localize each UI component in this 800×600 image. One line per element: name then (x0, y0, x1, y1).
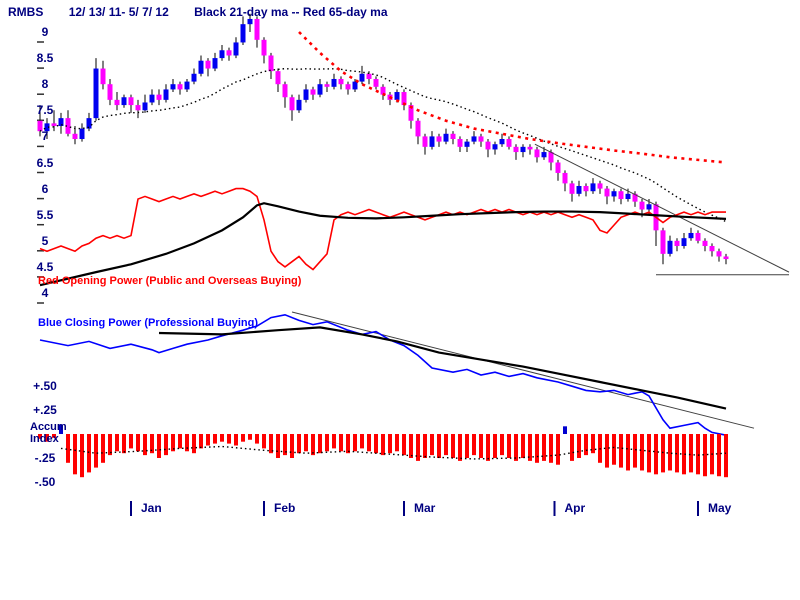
accum-tick-label: -.25 (34, 451, 56, 465)
month-label: Feb (274, 501, 296, 515)
closing-power-layer (39, 313, 727, 436)
price-tick-label: 8 (41, 77, 49, 92)
month-label: Mar (414, 501, 436, 515)
accum-tick-label: +.25 (33, 403, 57, 417)
price-tick-label: 4.5 (36, 259, 54, 274)
price-tick-label: 6.5 (36, 155, 54, 170)
price-tick-label: 5.5 (36, 207, 54, 222)
price-tick-label: 9 (41, 25, 49, 39)
price-tick-label: 7.5 (36, 103, 54, 118)
month-label: May (708, 501, 732, 515)
price-tick-label: 6 (41, 181, 49, 196)
ma-legend-label: Black 21-day ma -- Red 65-day ma (194, 5, 388, 19)
accum-index-layer (38, 424, 728, 478)
accum-tick-label: -.50 (34, 475, 56, 489)
month-label: Apr (564, 501, 586, 515)
candles-layer (37, 13, 729, 265)
axis-ticks-layer (37, 41, 699, 516)
price-tick-label: 8.5 (36, 51, 54, 66)
date-range-label: 12/ 13/ 11- 5/ 7/ 12 (68, 5, 169, 19)
symbol-label: RMBS (8, 5, 44, 19)
accum-label-line1: Accum (30, 421, 67, 433)
chart-title: RMBS 12/ 13/ 11- 5/ 7/ 12 Black 21-day m… (8, 5, 410, 19)
price-tick-label: 7 (41, 129, 49, 144)
trendlines-layer (291, 143, 790, 429)
price-tick-label: 5 (41, 233, 49, 248)
opening-power-layer (39, 187, 727, 287)
opening-power-annotation: Red Opening Power (Public and Overseas B… (38, 275, 302, 287)
month-label: Jan (141, 501, 162, 515)
accum-label-line2: Index (30, 433, 59, 445)
accum-tick-label: +.50 (33, 379, 57, 393)
closing-power-annotation: Blue Closing Power (Professional Buying) (38, 317, 259, 329)
price-tick-label: 4 (41, 286, 49, 300)
accum-index-label: Accum Index (30, 421, 67, 445)
